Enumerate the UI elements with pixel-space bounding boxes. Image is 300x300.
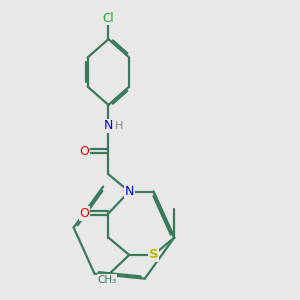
Text: O: O <box>79 145 89 158</box>
Text: CH₃: CH₃ <box>97 275 116 285</box>
Text: N: N <box>104 119 113 132</box>
Text: Cl: Cl <box>103 12 114 25</box>
Text: O: O <box>79 207 89 220</box>
Text: S: S <box>149 248 158 262</box>
Text: N: N <box>124 185 134 198</box>
Text: H: H <box>115 121 124 131</box>
